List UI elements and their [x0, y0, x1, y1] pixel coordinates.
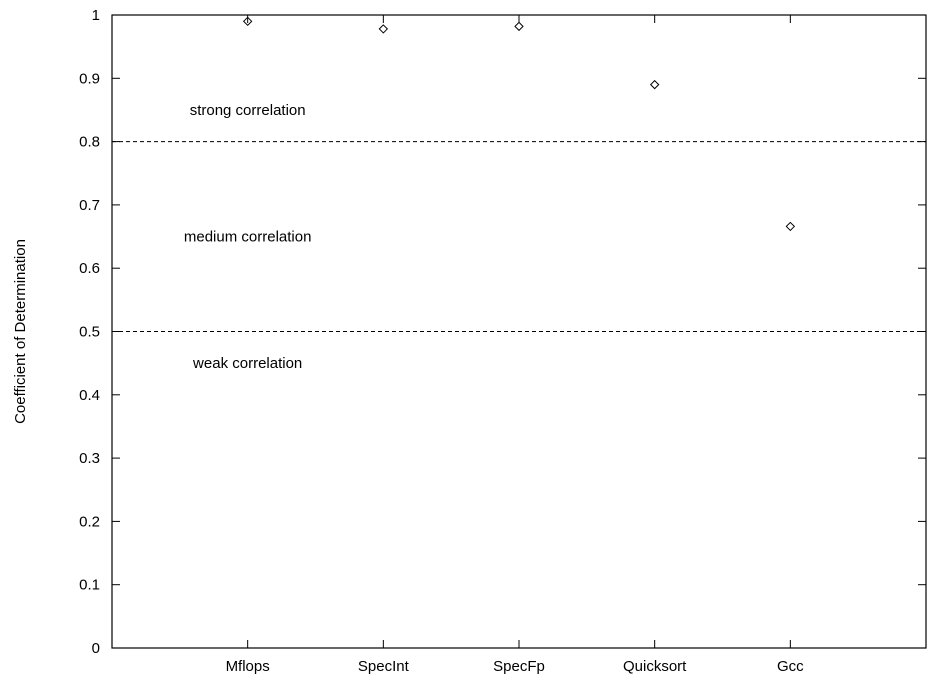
region-annotation: weak correlation [192, 355, 302, 372]
data-point-mflops [242, 16, 253, 27]
x-category-label: SpecFp [493, 658, 545, 675]
y-tick-label: 0.6 [79, 260, 100, 277]
y-tick-label: 0.1 [79, 577, 100, 594]
y-tick-label: 0.4 [79, 387, 100, 404]
x-category-label: Gcc [777, 658, 804, 675]
x-category-label: Quicksort [623, 658, 687, 675]
data-points [242, 16, 796, 232]
y-tick-label: 1 [92, 7, 100, 24]
x-category-label: SpecInt [358, 658, 410, 675]
y-tick-label: 0.8 [79, 134, 100, 151]
region-annotation: strong correlation [190, 102, 306, 119]
data-point-specfp [514, 21, 524, 32]
y-axis-ticks: 0 0.1 0.2 0.3 0.4 0.5 0.6 0.7 0.8 0.9 1 [79, 7, 926, 657]
data-point-gcc [785, 221, 796, 232]
x-category-label: Mflops [226, 658, 270, 675]
y-axis-label: Coefficient of Determination [12, 239, 29, 424]
x-axis-ticks: Mflops SpecInt SpecFp Quicksort Gcc [226, 15, 804, 675]
data-point-quicksort [649, 79, 660, 90]
y-tick-label: 0.5 [79, 324, 100, 341]
region-annotations: strong correlation medium correlation weak… [184, 102, 312, 372]
data-point-specint [378, 24, 389, 34]
threshold-lines [112, 141, 926, 332]
y-tick-label: 0.9 [79, 70, 100, 87]
y-tick-label: 0.3 [79, 450, 100, 467]
y-tick-label: 0.2 [79, 513, 100, 530]
y-tick-label: 0.7 [79, 197, 100, 214]
y-tick-label: 0 [92, 640, 100, 657]
region-annotation: medium correlation [184, 229, 312, 246]
